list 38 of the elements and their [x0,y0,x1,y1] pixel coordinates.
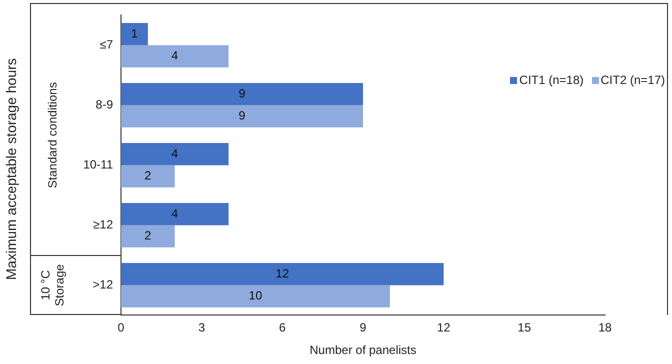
y-tick-label: 10-11 [83,158,114,172]
data-label: 4 [171,206,178,220]
data-label: 10 [248,288,262,303]
bar [121,45,229,68]
y-tick-label: >12 [92,278,114,292]
y-tick-label: ≤7 [100,38,114,52]
legend-label: CIT2 (n=17) [600,73,665,88]
data-label: 4 [171,48,178,63]
bar [121,23,148,46]
bar [121,285,390,308]
bar [121,143,229,166]
x-tick-label: 3 [198,320,206,335]
y-axis-title: Maximum acceptable storage hours [2,58,19,280]
text: Standard conditions [45,82,60,188]
x-tick-label: 15 [518,320,532,335]
legend-label: CIT1 (n=18) [518,73,584,88]
data-label: 9 [238,108,246,123]
x-tick-label: 6 [278,320,286,335]
data-label: 12 [276,266,290,280]
bar [121,263,444,286]
x-tick-label: 18 [598,320,612,335]
x-tick-label: 12 [436,320,451,335]
data-label: 4 [171,146,178,160]
text: 10 °C Storage [38,264,66,306]
x-tick-label: 0 [118,320,125,335]
y-tick-label: 8-9 [96,98,114,112]
data-label: 2 [144,228,152,243]
data-label: 1 [131,26,138,40]
bar [121,165,175,188]
y-tick-label: ≥12 [93,218,114,232]
bar [121,105,363,128]
data-label: 2 [144,168,152,183]
x-axis-title: Number of panelists [310,343,416,358]
data-label: 9 [238,86,246,100]
bar [121,83,363,106]
x-tick-label: 9 [360,320,367,335]
bar [121,203,229,226]
bar [121,225,175,248]
